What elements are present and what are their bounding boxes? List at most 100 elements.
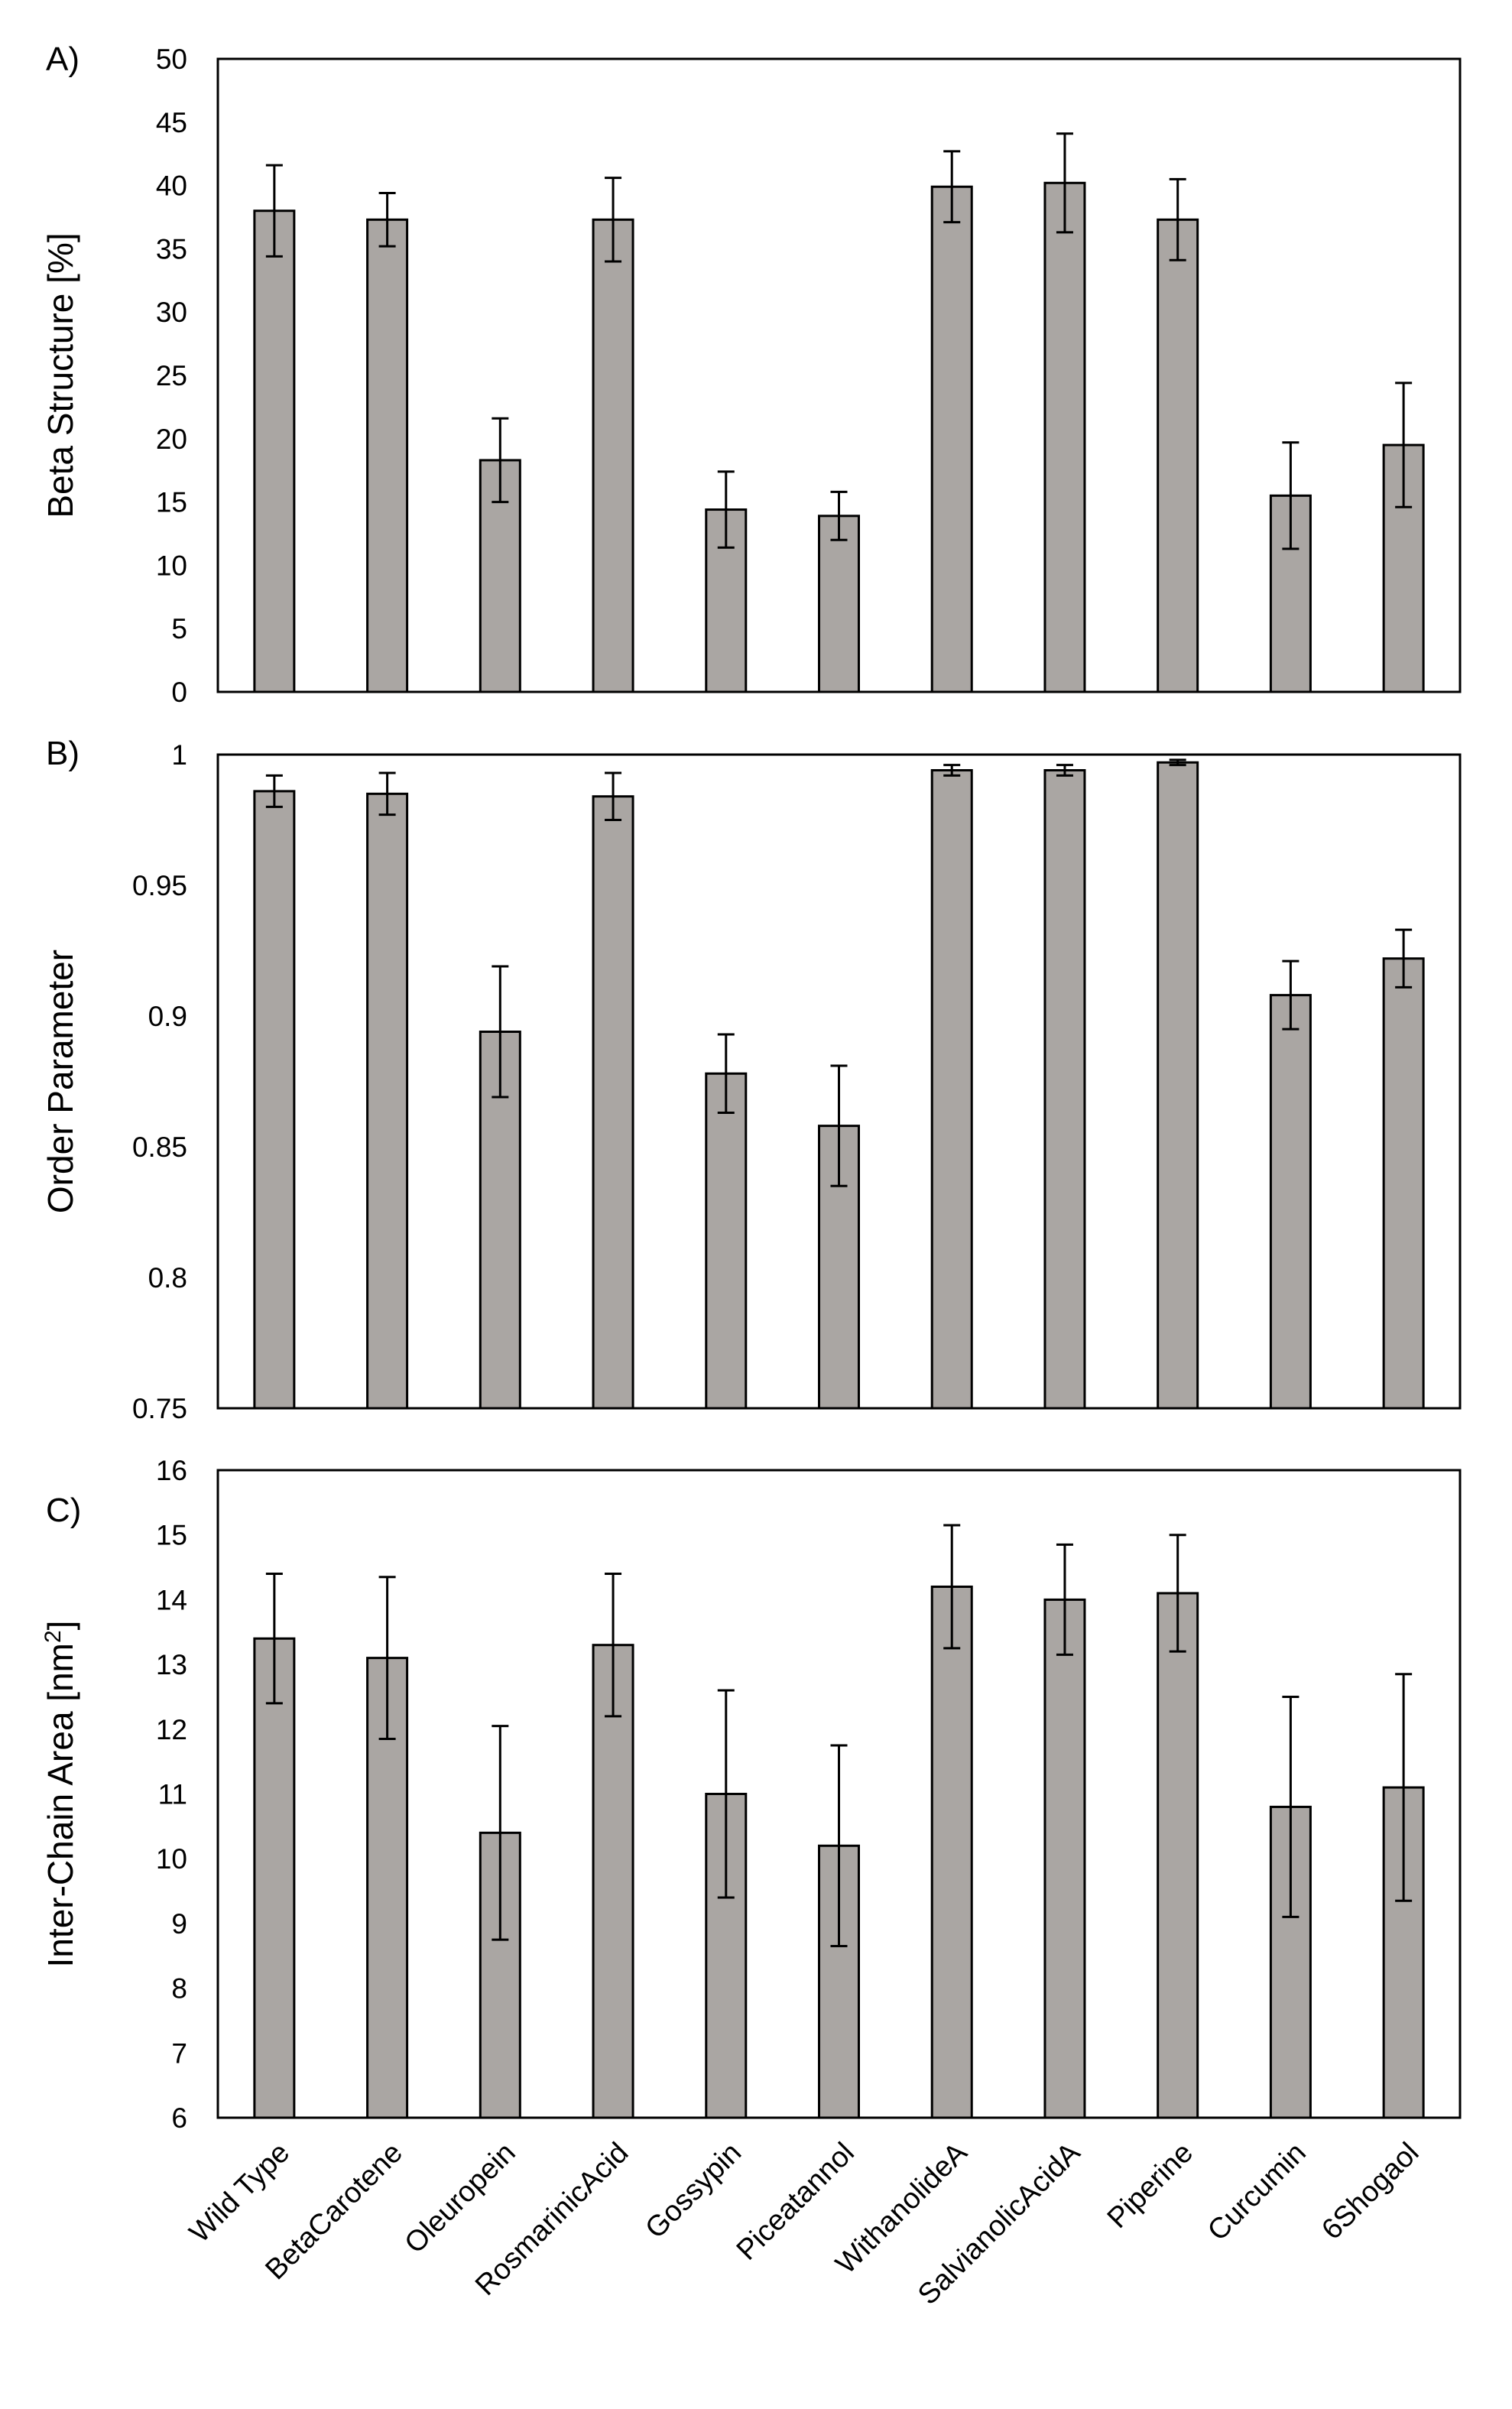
x-tick-label: Wild Type <box>183 2137 296 2249</box>
y-tick-label: 20 <box>156 424 187 455</box>
bar <box>592 218 634 693</box>
y-axis-label: Inter-Chain Area [nm2] <box>41 1621 80 1968</box>
bar <box>253 790 296 1410</box>
panel-label: B) <box>46 735 79 772</box>
bar <box>1157 761 1199 1410</box>
x-tick-label: 6Shogaol <box>1316 2137 1425 2246</box>
panel-b: 0.75 0.8 0.85 0.9 0.95 1 B) Order Parameter <box>41 735 1462 1424</box>
x-tick-label: Gossypin <box>639 2137 748 2245</box>
plot-frame <box>216 57 1462 693</box>
y-tick-label: 15 <box>156 1520 187 1551</box>
bar <box>1269 994 1312 1410</box>
bar <box>1043 181 1086 693</box>
bar <box>592 795 634 1410</box>
x-tick-label: Oleuropein <box>399 2137 522 2260</box>
error-bar <box>1169 177 1186 261</box>
error-bar <box>1282 1695 1299 1918</box>
error-bar <box>1056 1543 1073 1656</box>
y-axis-label: Order Parameter <box>41 950 80 1213</box>
error-bar <box>605 771 622 821</box>
bar <box>818 515 860 693</box>
y-tick-label: 12 <box>156 1714 187 1745</box>
error-bar <box>943 1524 961 1650</box>
y-tick-label: 40 <box>156 170 187 202</box>
error-bar <box>378 1576 396 1741</box>
y-tick-label: 0.9 <box>148 1001 187 1032</box>
error-bar <box>265 164 283 258</box>
y-tick-label: 10 <box>156 1843 187 1875</box>
bar <box>253 1637 296 2119</box>
bar <box>592 1644 634 2119</box>
error-bar <box>830 1064 848 1187</box>
error-bar <box>378 771 396 817</box>
error-bar <box>378 192 396 248</box>
bar <box>366 218 409 693</box>
y-tick-label: 16 <box>156 1455 187 1486</box>
error-bar <box>943 764 961 777</box>
error-bar <box>1395 1673 1413 1902</box>
bar <box>366 792 409 1410</box>
y-tick-label: 0.85 <box>132 1131 187 1163</box>
bar <box>930 769 973 1410</box>
y-tick-label: 50 <box>156 44 187 75</box>
bar <box>1157 1592 1199 2119</box>
bar <box>930 185 973 693</box>
y-tick-label: 11 <box>158 1779 187 1810</box>
y-tick-label: 15 <box>156 487 187 518</box>
x-tick-label: Curcumin <box>1202 2137 1312 2248</box>
y-tick-label: 35 <box>156 233 187 265</box>
bar <box>253 209 296 693</box>
y-axis-label: Beta Structure [%] <box>41 232 80 518</box>
bar <box>1157 218 1199 693</box>
y-tick-label: 9 <box>171 1908 187 1940</box>
error-bar <box>605 1573 622 1718</box>
error-bar <box>265 774 283 808</box>
bar <box>930 1585 973 2119</box>
panel-a: 0 5 10 15 20 25 30 35 40 45 50 A) Beta Structure [%] <box>41 41 1462 708</box>
error-bar <box>1056 764 1073 777</box>
y-tick-label: 25 <box>156 360 187 391</box>
error-bar <box>1282 441 1299 550</box>
error-bar <box>717 470 735 549</box>
error-bar <box>1282 959 1299 1031</box>
error-bar <box>1395 928 1413 989</box>
error-bar <box>943 150 961 224</box>
y-tick-label: 5 <box>171 613 187 644</box>
error-bar <box>492 1725 509 1941</box>
error-bar <box>717 1033 735 1115</box>
error-bar <box>265 1573 283 1705</box>
plot-frame <box>216 1469 1462 2119</box>
error-bar <box>717 1689 735 1899</box>
y-tick-label: 0.8 <box>148 1262 187 1294</box>
y-tick-label: 0 <box>171 677 187 708</box>
y-tick-label: 6 <box>171 2102 187 2134</box>
plot-frame <box>216 753 1462 1410</box>
y-tick-label: 0.75 <box>132 1393 187 1424</box>
y-tick-label: 30 <box>156 297 187 328</box>
error-bar <box>1395 381 1413 508</box>
y-tick-label: 8 <box>171 1973 187 2005</box>
x-tick-label: Piperine <box>1102 2137 1199 2235</box>
panel-c: 6 7 8 9 10 11 12 13 14 15 16 C) Inter-Chain Area [nm… <box>41 1455 1462 2134</box>
error-bar <box>605 177 622 263</box>
error-bar <box>830 490 848 541</box>
y-tick-label: 45 <box>156 107 187 138</box>
bar <box>705 1072 748 1410</box>
error-bar <box>492 965 509 1099</box>
y-tick-label: 7 <box>171 2037 187 2069</box>
y-tick-label: 14 <box>156 1584 187 1615</box>
error-bar <box>1169 1534 1186 1653</box>
y-tick-label: 0.95 <box>132 870 187 901</box>
bar <box>1043 1598 1086 2119</box>
y-tick-label: 10 <box>156 550 187 581</box>
error-bar <box>1169 758 1186 767</box>
panel-label: C) <box>46 1492 81 1529</box>
panel-label: A) <box>46 41 79 78</box>
error-bar <box>492 417 509 504</box>
bar <box>1382 957 1425 1410</box>
bar <box>1043 769 1086 1410</box>
error-bar <box>1056 132 1073 234</box>
y-tick-label: 13 <box>156 1649 187 1680</box>
y-tick-label: 1 <box>171 739 187 771</box>
